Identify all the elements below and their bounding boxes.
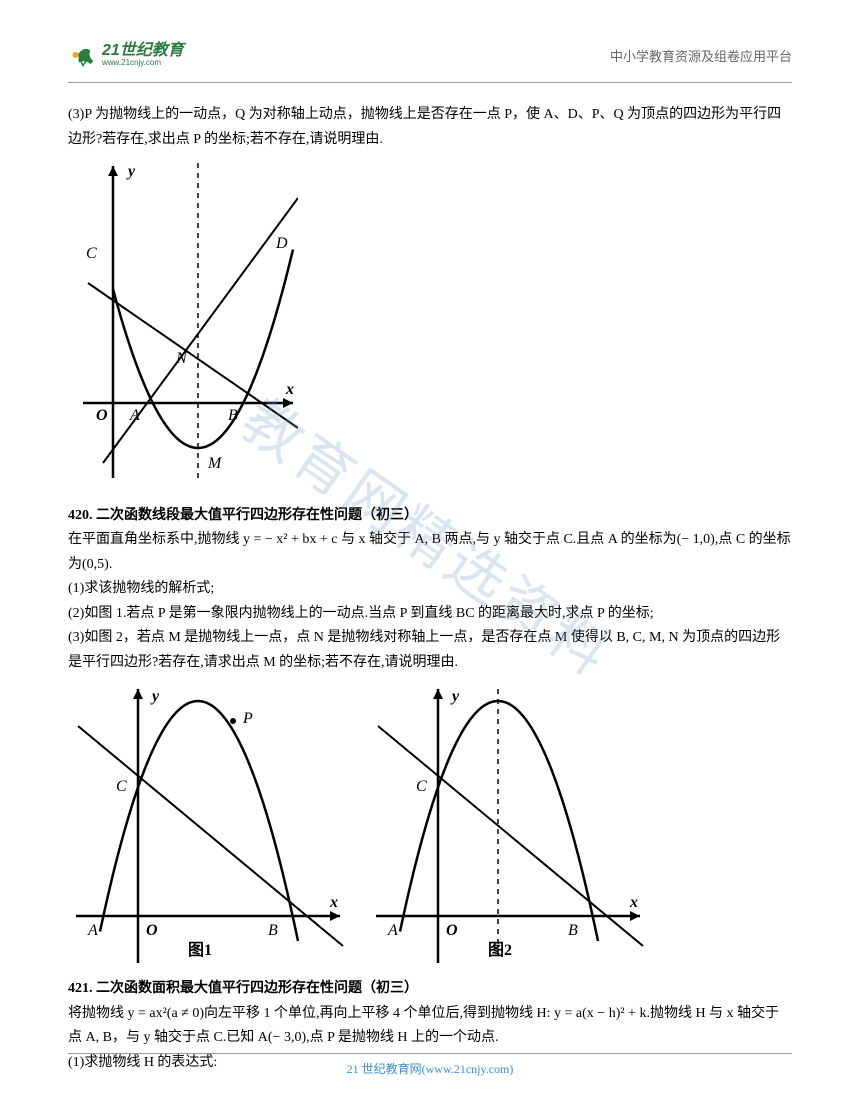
q419-part3: (3)P 为抛物线上的一动点，Q 为对称轴上动点，抛物线上是否存在一点 P，使 … bbox=[68, 103, 792, 152]
svg-text:C: C bbox=[116, 778, 127, 795]
svg-text:A: A bbox=[129, 407, 140, 424]
figure-420-2: y x O A B C 图2 bbox=[368, 681, 648, 971]
svg-text:N: N bbox=[175, 350, 188, 367]
q420-part1: (1)求该抛物线的解析式; bbox=[68, 577, 792, 602]
q420-intro: 在平面直角坐标系中,抛物线 y = − x² + bx + c 与 x 轴交于 … bbox=[68, 528, 792, 577]
svg-text:x: x bbox=[285, 381, 294, 398]
svg-text:x: x bbox=[629, 894, 638, 911]
page-footer: 21 世纪教育网(www.21cnjy.com) bbox=[68, 1053, 792, 1077]
figure-419: y x O A B C D M N bbox=[68, 158, 792, 498]
svg-text:x: x bbox=[329, 894, 338, 911]
content: (3)P 为抛物线上的一动点，Q 为对称轴上动点，抛物线上是否存在一点 P，使 … bbox=[68, 103, 792, 1075]
q421-intro: 将抛物线 y = ax²(a ≠ 0)向左平移 1 个单位,再向上平移 4 个单… bbox=[68, 1002, 792, 1051]
svg-text:图1: 图1 bbox=[188, 941, 212, 959]
q420-part2: (2)如图 1.若点 P 是第一象限内抛物线上的一动点.当点 P 到直线 BC … bbox=[68, 602, 792, 627]
svg-text:图2: 图2 bbox=[488, 941, 512, 959]
footer-rule bbox=[68, 1053, 792, 1054]
svg-text:B: B bbox=[268, 922, 278, 939]
svg-text:O: O bbox=[446, 922, 458, 939]
figure-420-row: y x O A B C P 图1 y x O A B C 图2 bbox=[68, 681, 792, 971]
svg-text:M: M bbox=[207, 455, 223, 472]
svg-text:B: B bbox=[228, 407, 238, 424]
logo-icon bbox=[68, 40, 98, 70]
header-right-text: 中小学教育资源及组卷应用平台 bbox=[610, 46, 792, 65]
svg-text:y: y bbox=[150, 688, 160, 705]
footer-text: 21 世纪教育网(www.21cnjy.com) bbox=[68, 1060, 792, 1077]
svg-text:A: A bbox=[87, 922, 98, 939]
figure-420-1: y x O A B C P 图1 bbox=[68, 681, 348, 971]
svg-text:A: A bbox=[387, 922, 398, 939]
svg-text:D: D bbox=[275, 235, 288, 252]
q421-heading: 421. 二次函数面积最大值平行四边形存在性问题（初三） bbox=[68, 977, 792, 1002]
header-rule bbox=[68, 82, 792, 83]
svg-text:P: P bbox=[242, 710, 253, 727]
q420-part3: (3)如图 2，若点 M 是抛物线上一点，点 N 是抛物线对称轴上一点，是否存在… bbox=[68, 626, 792, 675]
page-header: 21世纪教育 www.21cnjy.com 中小学教育资源及组卷应用平台 bbox=[68, 40, 792, 70]
q420-heading: 420. 二次函数线段最大值平行四边形存在性问题（初三） bbox=[68, 504, 792, 529]
logo-main-text: 21世纪教育 bbox=[102, 43, 184, 59]
svg-text:y: y bbox=[126, 163, 136, 180]
svg-text:y: y bbox=[450, 688, 460, 705]
svg-text:C: C bbox=[416, 778, 427, 795]
logo: 21世纪教育 www.21cnjy.com bbox=[68, 40, 184, 70]
svg-text:O: O bbox=[146, 922, 158, 939]
logo-sub-text: www.21cnjy.com bbox=[102, 59, 184, 67]
svg-text:O: O bbox=[96, 407, 108, 424]
svg-text:C: C bbox=[86, 245, 97, 262]
svg-text:B: B bbox=[568, 922, 578, 939]
